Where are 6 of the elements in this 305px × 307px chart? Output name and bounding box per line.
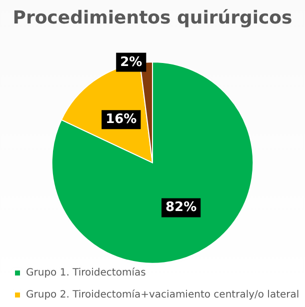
data-label: 2% (120, 54, 142, 70)
data-label: 16% (106, 112, 137, 128)
legend-label: Grupo 2. Tiroidectomía+vaciamiento centraly/o lateral (26, 290, 300, 300)
chart-title: Procedimientos quirúrgicos (12, 8, 292, 28)
data-label: 82% (166, 200, 197, 216)
legend-label: Grupo 1. Tiroidectomías (26, 268, 146, 278)
